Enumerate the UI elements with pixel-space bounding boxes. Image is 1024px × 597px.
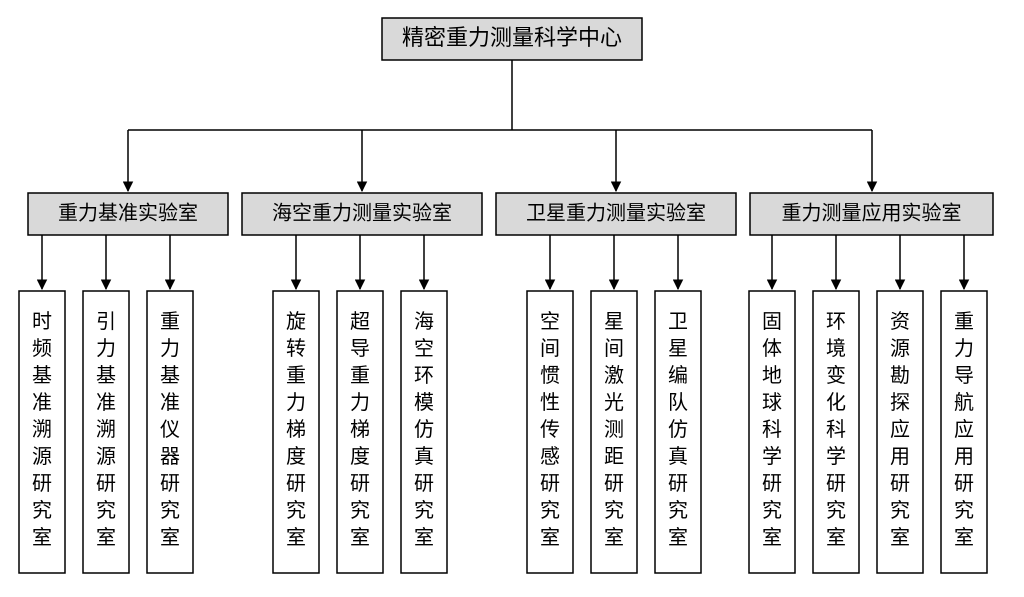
leaf-label-2-1: 星间激光测距研究室 (604, 311, 624, 549)
leaf-label-3-1: 环境变化科学研究室 (826, 311, 846, 549)
leaf-label-3-0: 固体地球科学研究室 (762, 311, 782, 549)
leaf-label-1-0: 旋转重力梯度研究室 (286, 310, 306, 549)
leaf-label-2-0: 空间惯性传感研究室 (540, 310, 560, 549)
root-label: 精密重力测量科学中心 (402, 25, 622, 50)
lab-label-1: 海空重力测量实验室 (272, 202, 452, 225)
leaf-label-3-2: 资源勘探应用研究室 (890, 310, 910, 549)
org-chart: 精密重力测量科学中心重力基准实验室时频基准溯源研究室 引力基准溯源研究室 重力基准仪… (0, 0, 1024, 597)
lab-label-2: 卫星重力测量实验室 (526, 202, 706, 225)
lab-label-3: 重力测量应用实验室 (782, 202, 962, 225)
lab-label-0: 重力基准实验室 (58, 202, 198, 225)
leaf-label-3-3: 重力导航应用研究室 (954, 310, 974, 549)
leaf-label-1-1: 超导重力梯度研究室 (350, 310, 370, 549)
leaf-label-0-2: 重力基准仪器研究室 (160, 310, 180, 549)
leaf-label-0-0: 时频基准溯源研究室 (32, 310, 52, 549)
leaf-label-0-1: 引力基准溯源研究室 (96, 310, 116, 549)
leaf-label-2-2: 卫星编队仿真研究室 (668, 311, 688, 549)
leaf-label-1-2: 海空环模仿真研究室 (414, 310, 434, 549)
